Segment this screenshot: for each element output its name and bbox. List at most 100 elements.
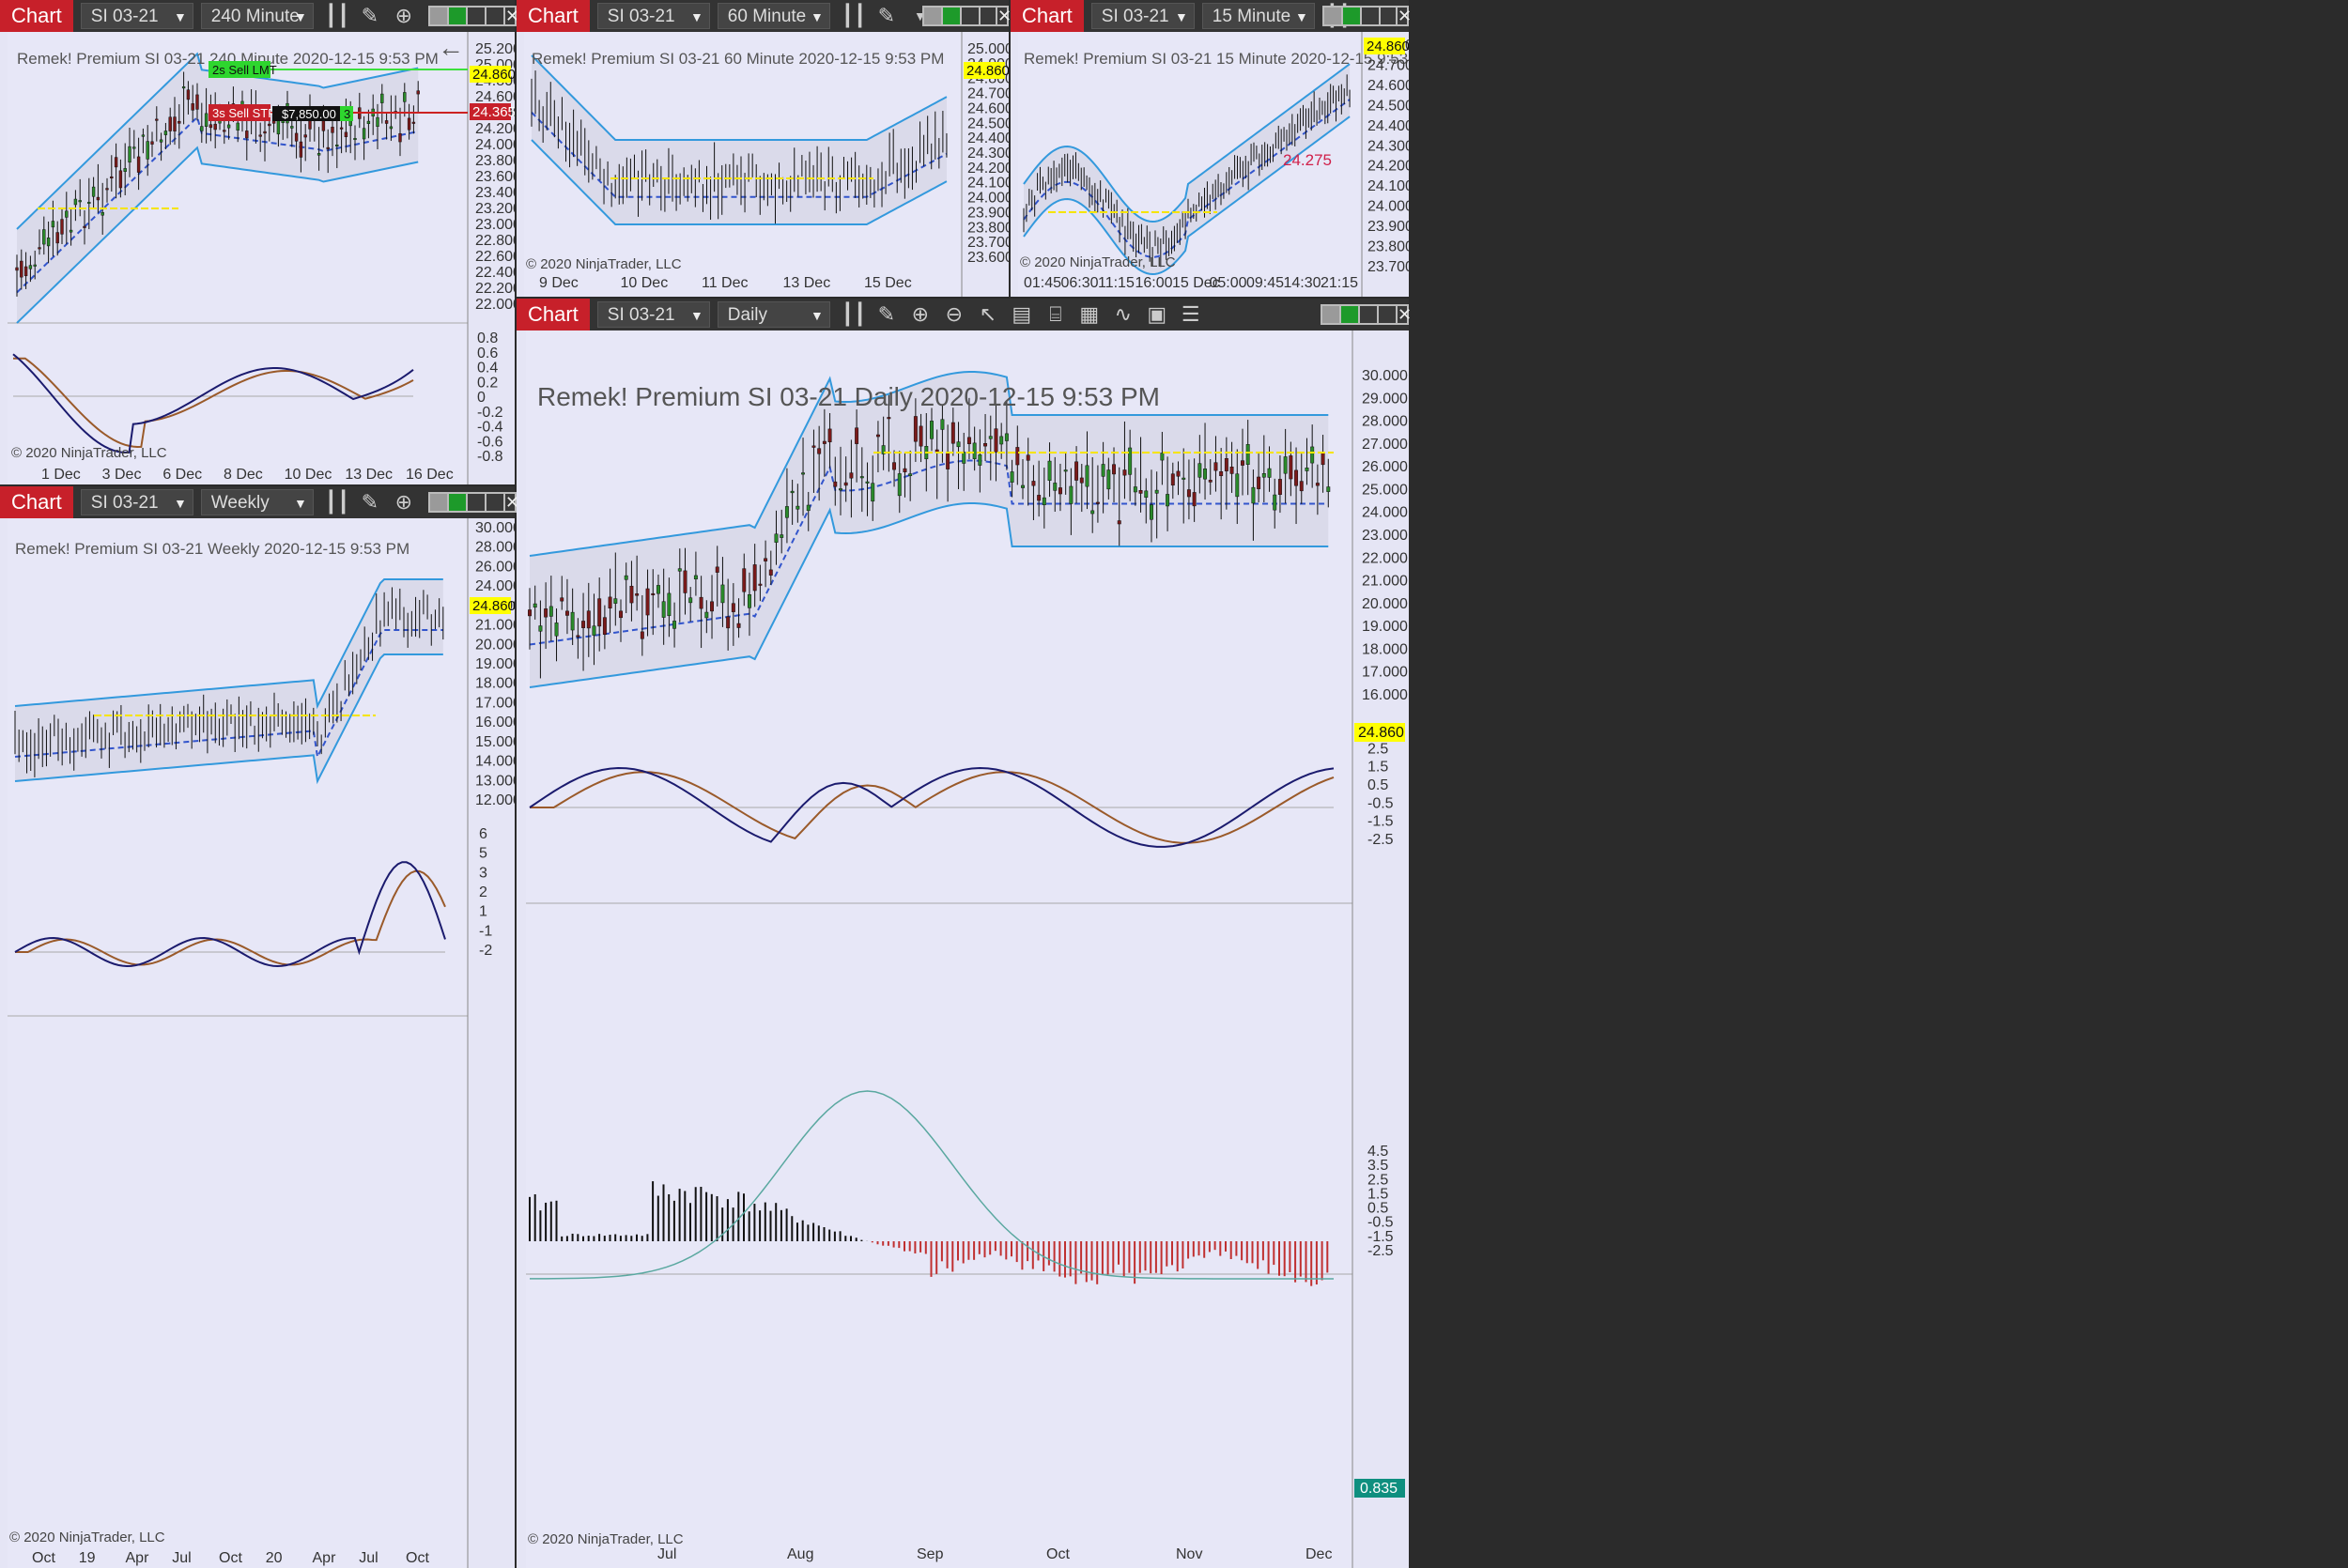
axis-tick-label: 28.000 (1362, 414, 1408, 430)
link-color-button[interactable] (1321, 304, 1341, 325)
chart-plot-area[interactable]: Remek! Premium SI 03-21 15 Minute 2020-1… (1011, 32, 1409, 297)
candle-body (1192, 492, 1197, 507)
candle-body (1182, 477, 1186, 480)
axis-tick-label: 2.5 (1367, 1172, 1388, 1188)
time-tick-label: 05:00 (1210, 275, 1247, 291)
instrument-selector[interactable]: SI 03-21 ▼ (80, 3, 193, 29)
chart-plot-area[interactable]: Remek! Premium SI 03-21 240 Minute 2020-… (0, 32, 515, 484)
chart-menu-button[interactable]: Chart (517, 0, 590, 32)
close-button[interactable]: ✕ (996, 6, 1012, 26)
list-icon[interactable]: ☰ (1181, 302, 1200, 326)
minimize-button[interactable] (466, 492, 487, 513)
bar-style-icon[interactable]: ┃┃ (841, 4, 867, 27)
candle-body (1058, 487, 1062, 495)
order-qty[interactable] (340, 106, 353, 121)
chart-title: Remek! Premium SI 03-21 240 Minute 2020-… (17, 50, 439, 68)
zoom-icon[interactable]: ⊕ (394, 4, 413, 27)
close-button[interactable]: ✕ (503, 6, 520, 26)
axis-tick-label: 22.000 (475, 297, 515, 313)
candle-body (326, 146, 330, 149)
draw-tool-icon[interactable]: ✎ (877, 302, 896, 326)
candle-body (155, 118, 159, 121)
chart-canvas: Remek! Premium SI 03-21 240 Minute 2020-… (8, 32, 515, 484)
link-color-button[interactable] (428, 492, 449, 513)
candle-body (1015, 447, 1020, 466)
tile-color-button[interactable] (941, 6, 962, 26)
interval-selector[interactable]: 60 Minute ▼ (717, 3, 830, 29)
axis-tick-label: 23.800 (967, 220, 1009, 236)
close-button[interactable]: ✕ (1396, 6, 1413, 26)
chart-trader-icon[interactable]: ▣ (1147, 302, 1167, 326)
chart-menu-button[interactable]: Chart (0, 486, 73, 518)
candle-body (245, 131, 249, 139)
maximize-button[interactable] (485, 6, 505, 26)
candle-body (548, 606, 553, 617)
sell-limit-order[interactable] (209, 61, 270, 78)
chart-window-15min[interactable]: Chart SI 03-21▼ 15 Minute▼ ┃┃ ▼ ✕ Remek!… (1011, 0, 1413, 297)
candle-body (645, 588, 650, 616)
maximize-button[interactable] (1377, 304, 1398, 325)
candle-body (919, 425, 923, 447)
candle-body (42, 229, 46, 245)
bar-style-icon[interactable]: ┃┃ (324, 4, 350, 27)
data-box-icon[interactable]: ▤ (1012, 302, 1032, 326)
strategies-icon[interactable]: ∿ (1114, 302, 1133, 326)
candle-body (38, 247, 41, 250)
sell-stop-order[interactable] (209, 104, 270, 121)
chart-window-daily[interactable]: Chart SI 03-21 ▼ Daily ▼ ┃┃ ✎ ⊕ ⊖ ↖ ▤ ⌸ ▦ … (517, 299, 1413, 1568)
last-price-label (964, 62, 1005, 79)
candle-body (1321, 452, 1325, 466)
interval-selector[interactable]: 240 Minute ▼ (200, 3, 314, 29)
instrument-selector[interactable]: SI 03-21 ▼ (596, 301, 710, 328)
chart-canvas: Remek! Premium SI 03-21 15 Minute 2020-1… (1018, 32, 1409, 297)
chart-window-weekly[interactable]: Chart SI 03-21▼ Weekly▼ ┃┃ ✎ ⊕ ▼ ✕ Remek… (0, 486, 520, 1568)
axis-tick-label: 22.000 (1362, 550, 1408, 566)
draw-tool-icon[interactable]: ✎ (877, 4, 896, 27)
tile-color-button[interactable] (447, 6, 468, 26)
minimize-button[interactable] (1358, 304, 1379, 325)
close-button[interactable]: ✕ (1396, 304, 1413, 325)
properties-icon[interactable]: ⌸ (1049, 302, 1062, 326)
bar-style-icon[interactable]: ┃┃ (324, 490, 350, 514)
indicators-icon[interactable]: ▦ (1079, 302, 1100, 326)
zoom-out-icon[interactable]: ⊖ (945, 302, 964, 326)
link-color-button[interactable] (428, 6, 449, 26)
minimize-button[interactable] (466, 6, 487, 26)
draw-tool-icon[interactable]: ✎ (361, 490, 379, 514)
zoom-in-icon[interactable]: ⊕ (911, 302, 930, 326)
minimize-button[interactable] (960, 6, 981, 26)
tile-color-button[interactable] (1339, 304, 1360, 325)
chart-menu-button[interactable]: Chart (1011, 0, 1084, 32)
candle-body (683, 570, 687, 593)
interval-selector[interactable]: Weekly ▼ (200, 489, 314, 515)
chart-window-60min[interactable]: Chart SI 03-21 ▼ 60 Minute ▼ ┃┃ ✎ ▼ ✕ Reme… (517, 0, 1012, 297)
chart-menu-button[interactable]: Chart (0, 0, 73, 32)
tile-color-button[interactable] (447, 492, 468, 513)
interval-selector[interactable]: Daily ▼ (717, 301, 830, 328)
chart-plot-area[interactable]: Remek! Premium SI 03-21 60 Minute 2020-1… (517, 32, 1009, 297)
back-arrow-icon[interactable]: ← (438, 33, 464, 62)
chart-window-240min[interactable]: Chart SI 03-21▼ 240 Minute▼ ┃┃ ✎ ⊕ ▼ ✕ R… (0, 0, 520, 484)
maximize-button[interactable] (485, 492, 505, 513)
zoom-icon[interactable]: ⊕ (394, 490, 413, 514)
instrument-selector[interactable]: SI 03-21 ▼ (1090, 3, 1195, 29)
candle-body (699, 596, 703, 609)
link-color-button[interactable] (922, 6, 943, 26)
chart-plot-area[interactable]: Remek! Premium SI 03-21 Daily 2020-12-15… (517, 331, 1409, 1568)
minimize-button[interactable] (1360, 6, 1381, 26)
pointer-icon[interactable]: ↖ (979, 302, 997, 326)
candle-body (811, 445, 816, 448)
instrument-selector[interactable]: SI 03-21 ▼ (596, 3, 710, 29)
close-button[interactable]: ✕ (503, 492, 520, 513)
tile-color-button[interactable] (1341, 6, 1362, 26)
bar-style-icon[interactable]: ┃┃ (841, 302, 867, 326)
interval-selector[interactable]: 15 Minute ▼ (1201, 3, 1315, 29)
time-tick-label: Jul (657, 1546, 676, 1562)
chart-plot-area[interactable]: Remek! Premium SI 03-21 Weekly 2020-12-1… (0, 518, 515, 1568)
link-color-button[interactable] (1322, 6, 1343, 26)
instrument-selector[interactable]: SI 03-21 ▼ (80, 489, 193, 515)
candle-body (1117, 520, 1121, 525)
chart-menu-button[interactable]: Chart (517, 299, 590, 331)
draw-tool-icon[interactable]: ✎ (361, 4, 379, 27)
candle-body (839, 488, 842, 491)
